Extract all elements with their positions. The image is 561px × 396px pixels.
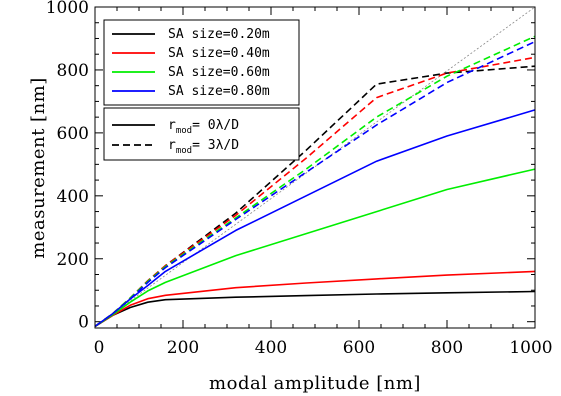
series-line-3 [94,168,536,328]
x-tick-label: 400 [255,338,287,358]
y-axis-title: measurement [nm] [28,77,49,259]
legend-label: rmod= 3λ/D [168,138,239,156]
legend-label: SA size=0.80m [168,84,270,99]
legend-label: SA size=0.40m [168,46,270,61]
legend-label: SA size=0.60m [168,65,270,80]
y-tick-label: 0 [78,313,89,333]
x-tick-label: 800 [431,338,463,358]
y-tick-label: 400 [57,187,89,207]
x-tick-label: 1000 [509,338,552,358]
tick-labels: 0 200 400 600 800 1000 0 200 400 600 800 1000 [46,0,553,358]
legend-sa-size: SA size=0.20m SA size=0.40m SA size=0.60m S… [103,19,300,106]
series-line-2 [94,270,536,328]
x-axis-title: modal amplitude [nm] [209,373,421,394]
y-tick-label: 800 [57,61,89,81]
plot-frame [94,6,536,329]
series-lines [94,6,536,328]
series-line-8-dashed [94,40,536,328]
legend-label: rmod= 0λ/D [168,118,239,136]
series-line-1 [94,290,536,328]
legend-modulation: rmod= 0λ/D rmod= 3λ/D [103,107,300,161]
reference-line [94,6,536,327]
x-tick-label: 200 [167,338,199,358]
x-tick-label: 600 [343,338,375,358]
y-tick-label: 1000 [46,0,89,18]
y-tick-label: 600 [57,124,89,144]
legend-label: SA size=0.20m [168,27,270,42]
x-tick-label: 0 [94,338,105,358]
y-tick-label: 200 [57,250,89,270]
legend-box [103,107,300,161]
